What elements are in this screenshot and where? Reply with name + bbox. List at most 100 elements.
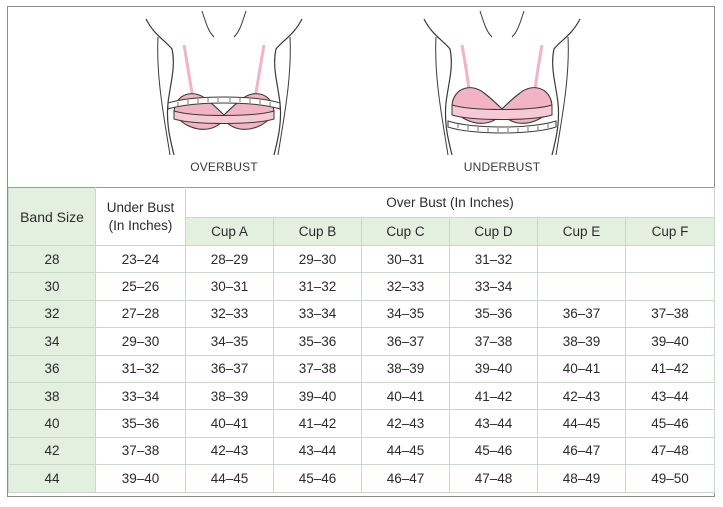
table-row: 44 39–40 44–45 45–46 46–47 47–48 48–49 49–50 <box>8 464 716 493</box>
over-bust-cell: 38–39 <box>361 354 450 383</box>
over-bust-cell: 43–44 <box>624 381 716 411</box>
over-bust-cell: 42–43 <box>361 409 450 438</box>
over-bust-cell: 30–31 <box>185 272 274 301</box>
over-bust-cell: 45–46 <box>449 436 538 466</box>
over-bust-cell: 38–39 <box>185 381 274 411</box>
over-bust-cell: 34–35 <box>361 299 450 329</box>
underbust-caption: UNDERBUST <box>463 160 541 174</box>
over-bust-cell: 40–41 <box>185 409 274 438</box>
over-bust-cell: 28–29 <box>185 244 274 274</box>
under-bust-cell: 37–38 <box>95 436 186 466</box>
under-bust-cell: 31–32 <box>95 354 186 383</box>
over-bust-cell <box>624 272 716 301</box>
cup-header: Cup B <box>273 217 362 246</box>
over-bust-cell: 44–45 <box>185 464 274 493</box>
under-bust-header-line2: (In Inches) <box>108 217 173 233</box>
over-bust-cell: 41–42 <box>273 409 362 438</box>
over-bust-cell: 45–46 <box>624 409 716 438</box>
over-bust-cell: 32–33 <box>185 299 274 329</box>
over-bust-cell: 48–49 <box>537 464 626 493</box>
under-bust-header: Under Bust (In Inches) <box>95 187 186 246</box>
over-bust-cell: 39–40 <box>449 354 538 383</box>
over-bust-cell: 35–36 <box>449 299 538 329</box>
cup-header: Cup C <box>361 217 450 246</box>
over-bust-cell: 47–48 <box>624 436 716 466</box>
band-size-cell: 30 <box>8 272 96 301</box>
over-bust-cell: 33–34 <box>449 272 538 301</box>
over-bust-cell: 43–44 <box>449 409 538 438</box>
under-bust-cell: 23–24 <box>95 244 186 274</box>
over-bust-header: Over Bust (In Inches) <box>184 187 716 218</box>
over-bust-cell <box>624 244 716 274</box>
over-bust-cell: 30–31 <box>361 244 450 274</box>
cup-header: Cup A <box>185 217 274 246</box>
over-bust-cell: 42–43 <box>185 436 274 466</box>
table-row: 38 33–34 38–39 39–40 40–41 41–42 42–43 43–44 <box>8 381 716 411</box>
under-bust-cell: 27–28 <box>95 299 186 329</box>
table-row: 30 25–26 30–31 31–32 32–33 33–34 <box>8 272 716 301</box>
over-bust-cell: 36–37 <box>361 327 450 356</box>
over-bust-cell: 37–38 <box>624 299 716 329</box>
over-bust-cell: 31–32 <box>449 244 538 274</box>
over-bust-cell: 40–41 <box>361 381 450 411</box>
cup-header: Cup F <box>624 217 716 246</box>
size-table: Band Size Under Bust (In Inches) Over Bu… <box>8 187 716 493</box>
overbust-illustration <box>145 10 303 156</box>
over-bust-cell: 46–47 <box>361 464 450 493</box>
band-size-header: Band Size <box>8 187 96 246</box>
size-chart: OVERBUST UNDERBUST <box>7 6 716 497</box>
underbust-figure: UNDERBUST <box>422 7 582 187</box>
over-bust-cell: 35–36 <box>273 327 362 356</box>
table-row: 28 23–24 28–29 29–30 30–31 31–32 <box>8 244 716 274</box>
under-bust-cell: 29–30 <box>95 327 186 356</box>
band-size-cell: 38 <box>8 381 96 411</box>
over-bust-cell: 39–40 <box>624 327 716 356</box>
over-bust-cell: 45–46 <box>273 464 362 493</box>
over-bust-cell: 43–44 <box>273 436 362 466</box>
over-bust-cell: 42–43 <box>537 381 626 411</box>
cup-header: Cup E <box>537 217 626 246</box>
over-bust-cell: 44–45 <box>537 409 626 438</box>
band-size-cell: 34 <box>8 327 96 356</box>
overbust-figure: OVERBUST <box>144 7 304 187</box>
measurement-illustrations: OVERBUST UNDERBUST <box>8 7 714 187</box>
over-bust-cell: 29–30 <box>273 244 362 274</box>
over-bust-cell: 37–38 <box>273 354 362 383</box>
band-size-cell: 42 <box>8 436 96 466</box>
table-row: 32 27–28 32–33 33–34 34–35 35–36 36–37 37–38 <box>8 299 716 329</box>
band-size-cell: 44 <box>8 464 96 493</box>
band-size-cell: 28 <box>8 244 96 274</box>
over-bust-cell: 41–42 <box>449 381 538 411</box>
over-bust-cell: 32–33 <box>361 272 450 301</box>
under-bust-cell: 39–40 <box>95 464 186 493</box>
band-size-cell: 32 <box>8 299 96 329</box>
over-bust-cell <box>537 272 626 301</box>
over-bust-cell: 39–40 <box>273 381 362 411</box>
band-size-cell: 40 <box>8 409 96 438</box>
over-bust-cell: 41–42 <box>624 354 716 383</box>
under-bust-cell: 25–26 <box>95 272 186 301</box>
over-bust-cell: 46–47 <box>537 436 626 466</box>
under-bust-header-line1: Under Bust <box>106 199 175 215</box>
table-row: 42 37–38 42–43 43–44 44–45 45–46 46–47 47–48 <box>8 436 716 466</box>
over-bust-cell: 36–37 <box>185 354 274 383</box>
under-bust-cell: 35–36 <box>95 409 186 438</box>
cup-header: Cup D <box>449 217 538 246</box>
over-bust-cell: 34–35 <box>185 327 274 356</box>
over-bust-cell: 44–45 <box>361 436 450 466</box>
over-bust-cell: 33–34 <box>273 299 362 329</box>
over-bust-cell: 31–32 <box>273 272 362 301</box>
under-bust-cell: 33–34 <box>95 381 186 411</box>
over-bust-cell <box>537 244 626 274</box>
table-row: 36 31–32 36–37 37–38 38–39 39–40 40–41 41–42 <box>8 354 716 383</box>
over-bust-cell: 36–37 <box>537 299 626 329</box>
over-bust-cell: 49–50 <box>624 464 716 493</box>
over-bust-cell: 40–41 <box>537 354 626 383</box>
over-bust-cell: 37–38 <box>449 327 538 356</box>
band-size-cell: 36 <box>8 354 96 383</box>
over-bust-cell: 47–48 <box>449 464 538 493</box>
overbust-caption: OVERBUST <box>190 160 258 174</box>
underbust-illustration <box>423 10 581 156</box>
table-row: 40 35–36 40–41 41–42 42–43 43–44 44–45 45–46 <box>8 409 716 438</box>
table-row: 34 29–30 34–35 35–36 36–37 37–38 38–39 39–40 <box>8 327 716 356</box>
